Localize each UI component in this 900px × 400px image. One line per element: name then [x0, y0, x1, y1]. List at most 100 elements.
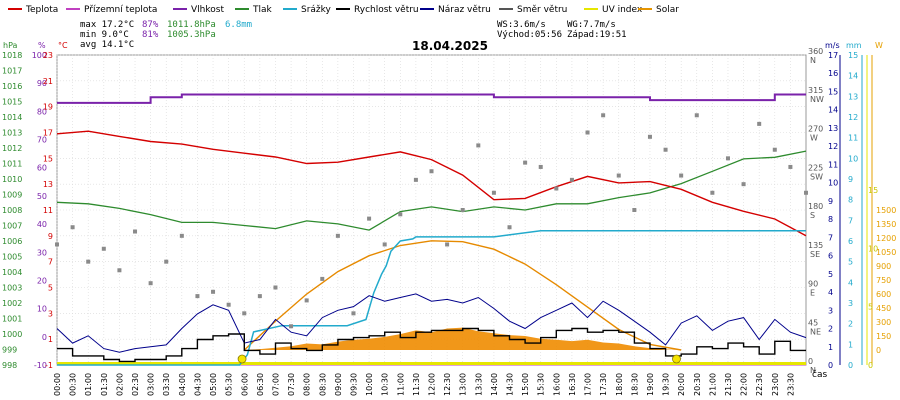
tick-label-dir: 0 — [808, 357, 813, 366]
tick-label-w: 750 — [876, 276, 891, 285]
sunset-marker — [672, 354, 681, 364]
legend-label: Vlhkost — [191, 5, 224, 15]
tick-label-mm: 15 — [848, 51, 858, 60]
legend-label: Směr větru — [517, 5, 567, 15]
axis-unit-pct: % — [38, 41, 46, 50]
axis-unit-degc: °C — [58, 41, 68, 50]
axis-unit-mm: mm — [846, 41, 862, 50]
tick-label-x: 21:30 — [724, 373, 733, 396]
tick-label-pct: 80 — [37, 107, 47, 116]
tick-label-dir-name: W — [810, 134, 818, 143]
tick-label-w: 0 — [876, 346, 881, 355]
axis-unit-hpa: hPa — [3, 41, 18, 50]
tick-label-x: 11:00 — [396, 373, 405, 396]
tick-label-x: 05:00 — [209, 373, 218, 396]
wind-direction-point — [413, 177, 418, 182]
legend-label: Tlak — [252, 5, 273, 15]
tick-label-pct: 50 — [37, 192, 47, 201]
tick-label-x: 10:00 — [365, 373, 374, 396]
wind-direction-point — [491, 190, 496, 195]
tick-label-x: 09:30 — [349, 373, 358, 396]
tick-label-degc: 3 — [48, 309, 53, 318]
tick-label-x: 06:30 — [256, 373, 265, 396]
tick-label-hpa: 1010 — [2, 175, 22, 184]
tick-label-x: 19:00 — [646, 373, 655, 396]
wind-direction-point — [351, 311, 356, 316]
wind-direction-point — [647, 134, 652, 139]
tick-label-mm: 2 — [848, 320, 853, 329]
series-solar — [57, 327, 806, 350]
tick-label-x: 19:30 — [662, 373, 671, 396]
tick-label-uv: 0 — [868, 361, 873, 370]
tick-label-mm: 7 — [848, 216, 853, 225]
axis-unit-w: W — [875, 41, 883, 50]
tick-label-dir: 180 — [808, 202, 823, 211]
tick-label-hpa: 1002 — [2, 299, 22, 308]
tick-label-x: 04:00 — [178, 373, 187, 396]
wind-direction-point — [289, 324, 294, 329]
legend-label: UV index — [602, 5, 643, 15]
tick-label-degc: 9 — [48, 232, 53, 241]
wind-direction-point — [445, 242, 450, 247]
wind-direction-point — [554, 186, 559, 191]
wind-direction-point — [429, 169, 434, 174]
tick-label-ms: 16 — [828, 69, 838, 78]
series-solar-max — [243, 240, 682, 351]
tick-label-mm: 11 — [848, 134, 858, 143]
tick-label-x: 13:00 — [459, 373, 468, 396]
wind-direction-point — [226, 302, 231, 307]
tick-label-ms: 14 — [828, 106, 838, 115]
tick-label-pct: 30 — [37, 248, 47, 257]
wind-direction-point — [757, 121, 762, 126]
tick-label-pct: 0 — [42, 333, 47, 342]
tick-label-degc: 21 — [43, 77, 53, 86]
tick-label-x: 13:30 — [474, 373, 483, 396]
tick-label-x: 18:30 — [630, 373, 639, 396]
tick-label-hpa: 1015 — [2, 98, 22, 107]
tick-label-mm: 4 — [848, 278, 853, 287]
legend-label: Teplota — [25, 5, 58, 15]
tick-label-hpa: 1006 — [2, 237, 22, 246]
tick-label-hpa: 1003 — [2, 284, 22, 293]
stat-sunset: Západ:19:51 — [567, 30, 627, 40]
wind-direction-point — [101, 246, 106, 251]
stat-max-press: 1011.8hPa — [167, 20, 216, 30]
tick-label-pct: 40 — [37, 220, 47, 229]
wind-direction-point — [70, 225, 75, 230]
tick-label-x: 14:00 — [490, 373, 499, 396]
tick-label-ms: 5 — [828, 270, 833, 279]
tick-label-dir: 90 — [808, 280, 818, 289]
tick-label-mm: 1 — [848, 340, 853, 349]
tick-label-dir: 225 — [808, 163, 823, 172]
wind-direction-point — [663, 147, 668, 152]
tick-label-x: 20:30 — [693, 373, 702, 396]
tick-label-x: 15:30 — [537, 373, 546, 396]
tick-label-dir-name: N — [810, 366, 816, 375]
tick-label-ms: 11 — [828, 160, 838, 169]
tick-label-x: 05:30 — [225, 373, 234, 396]
tick-label-w: 900 — [876, 262, 891, 271]
tick-label-w: 300 — [876, 318, 891, 327]
stat-ws: WS:3.6m/s — [497, 20, 546, 30]
tick-label-hpa: 1000 — [2, 330, 22, 339]
tick-label-dir-name: NE — [810, 327, 821, 336]
wind-direction-point — [710, 190, 715, 195]
tick-label-mm: 8 — [848, 196, 853, 205]
wind-direction-point — [367, 216, 372, 221]
tick-label-pct: 60 — [37, 164, 47, 173]
tick-label-x: 10:30 — [381, 373, 390, 396]
wind-direction-point — [86, 259, 91, 264]
tick-label-mm: 12 — [848, 113, 858, 122]
legend-label: Rychlost větru — [354, 5, 419, 15]
tick-label-x: 04:30 — [193, 373, 202, 396]
wind-direction-point — [148, 281, 153, 286]
series-wind-gust — [56, 293, 807, 353]
wind-direction-point — [679, 173, 684, 178]
tick-label-x: 16:00 — [552, 373, 561, 396]
tick-label-pct: 70 — [37, 136, 47, 145]
tick-label-w: 1500 — [876, 206, 896, 215]
tick-label-x: 08:00 — [303, 373, 312, 396]
stat-avg-temp: avg 14.1°C — [80, 40, 134, 50]
stat-max-temp: max 17.2°C — [80, 20, 134, 30]
stat-min-temp: min 9.0°C — [80, 30, 129, 40]
